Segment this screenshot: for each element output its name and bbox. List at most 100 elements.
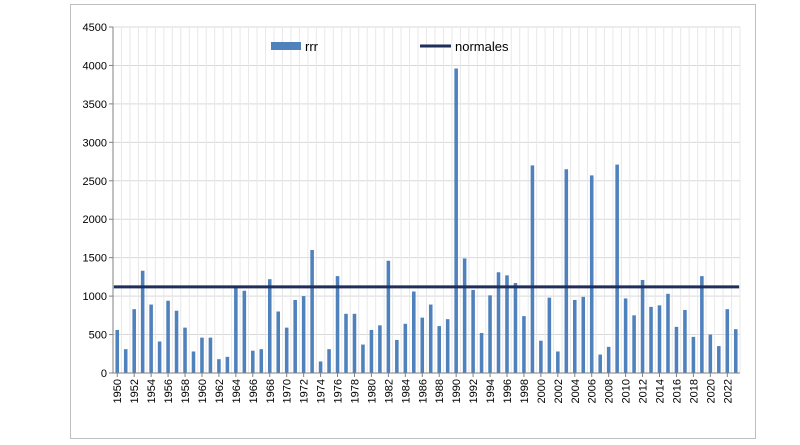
y-tick-label: 500	[89, 330, 107, 342]
x-tick-label: 2004	[570, 379, 582, 403]
x-tick-label: 2014	[655, 379, 667, 403]
x-tick-label: 1950	[112, 379, 124, 403]
bar-1992	[471, 289, 475, 373]
bar-1962	[217, 359, 221, 373]
bar-1987	[428, 304, 433, 373]
x-tick-label: 1978	[349, 379, 361, 403]
bar-2019	[700, 276, 704, 373]
y-axis-tick-labels: 0 500 1000 1500 2000 2500 3000 3500 4000 4500	[83, 22, 107, 380]
x-tick-label: 1952	[129, 379, 141, 403]
x-tick-label: 1964	[231, 379, 243, 403]
bar-1967	[259, 349, 264, 373]
bar-1972	[301, 296, 306, 373]
bar-1983	[395, 339, 399, 373]
bar-2000	[539, 340, 543, 373]
y-tick-label: 2000	[83, 214, 107, 226]
bar-1986	[420, 317, 425, 373]
bar-1999	[530, 165, 535, 373]
bar-1970	[284, 327, 289, 373]
bar-1961	[208, 337, 213, 373]
bar-2014	[657, 305, 662, 373]
bar-1956	[166, 300, 170, 373]
bar-2017	[683, 309, 687, 373]
legend-label-normales: normales	[455, 39, 509, 54]
x-tick-label: 1966	[248, 379, 260, 403]
bar-1963	[225, 356, 230, 373]
x-tick-label: 1982	[383, 379, 395, 403]
bar-2001	[547, 297, 552, 373]
bar-2022	[725, 309, 730, 373]
bar-1964	[234, 287, 238, 373]
x-tick-label: 1998	[519, 379, 531, 403]
axes	[109, 26, 740, 377]
bar-1985	[412, 291, 416, 373]
bar-2004	[572, 299, 577, 373]
y-tick-label: 1500	[83, 253, 107, 265]
bar-1984	[403, 323, 408, 373]
bar-2023	[733, 329, 738, 373]
x-tick-label: 1958	[180, 379, 192, 403]
bar-1955	[157, 341, 162, 373]
bar-2015	[666, 293, 670, 373]
bar-1958	[183, 327, 187, 373]
bar-1978	[352, 313, 357, 373]
x-tick-label: 2016	[671, 379, 683, 403]
bar-2013	[649, 306, 653, 373]
bar-1952	[132, 309, 136, 373]
bar-1959	[191, 351, 196, 373]
x-tick-label: 1988	[434, 379, 446, 403]
bar-2016	[674, 326, 679, 373]
bar-1997	[513, 283, 518, 373]
bar-1979	[361, 344, 365, 373]
y-tick-label: 2500	[83, 176, 107, 188]
x-tick-label: 1972	[299, 379, 311, 403]
bar-2010	[623, 298, 628, 373]
bar-1981	[378, 325, 382, 373]
x-tick-label: 1962	[214, 379, 226, 403]
x-tick-label: 1986	[417, 379, 429, 403]
x-tick-label: 2000	[536, 379, 548, 403]
x-tick-label: 1976	[333, 379, 345, 403]
x-tick-label: 1954	[146, 379, 158, 403]
rainfall-chart: 0 500 1000 1500 2000 2500 3000 3500 4000 4500 195…	[83, 22, 741, 403]
x-tick-label: 2010	[621, 379, 633, 403]
bar-1974	[318, 361, 323, 373]
bar-1951	[123, 349, 128, 373]
legend-swatch-rrr	[271, 42, 301, 50]
y-tick-label: 1000	[83, 291, 107, 303]
x-tick-label: 1984	[400, 379, 412, 403]
bar-1977	[344, 313, 348, 373]
bar-1968	[267, 279, 272, 373]
bar-1989	[445, 319, 450, 373]
x-axis-tick-labels: 1950 1952 1954 1956 1958 1960 1962 1964 1966 1968…	[112, 379, 734, 403]
bar-1980	[369, 329, 374, 373]
bar-1954	[149, 304, 153, 373]
bar-2018	[691, 336, 696, 373]
bar-1998	[522, 316, 526, 373]
x-tick-label: 2012	[638, 379, 650, 403]
bar-2009	[615, 164, 619, 373]
y-tick-label: 3000	[83, 137, 107, 149]
bar-1988	[437, 326, 441, 373]
bar-1953	[140, 270, 145, 373]
bar-1957	[174, 310, 179, 373]
bar-1971	[293, 299, 297, 373]
bar-1982	[386, 260, 391, 373]
x-tick-label: 1970	[282, 379, 294, 403]
bar-1973	[310, 249, 314, 373]
bar-2021	[717, 346, 721, 373]
legend: rrr normales	[271, 39, 509, 54]
x-tick-label: 1956	[163, 379, 175, 403]
bar-2012	[640, 279, 645, 373]
bar-2007	[598, 354, 602, 373]
bars-series-rrr	[115, 68, 738, 373]
bar-2005	[581, 296, 586, 373]
chart-frame: 0 500 1000 1500 2000 2500 3000 3500 4000 4500 195…	[70, 4, 756, 439]
x-tick-label: 2020	[705, 379, 717, 403]
bar-1965	[242, 290, 247, 373]
bar-1976	[335, 276, 340, 373]
x-tick-label: 1968	[265, 379, 277, 403]
x-tick-label: 2002	[553, 379, 565, 403]
bar-1966	[251, 350, 255, 373]
x-tick-label: 2008	[604, 379, 616, 403]
